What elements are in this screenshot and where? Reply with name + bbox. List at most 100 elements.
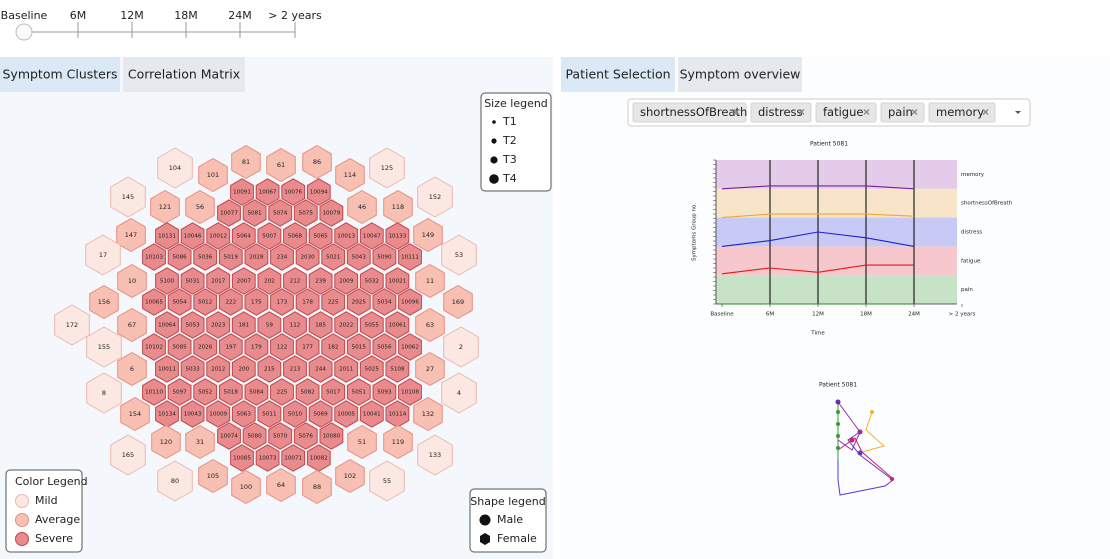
- hex-cell[interactable]: [268, 422, 293, 450]
- hex-cell[interactable]: [319, 422, 344, 450]
- hex-cell[interactable]: [308, 267, 333, 295]
- hex-cell[interactable]: [206, 222, 231, 250]
- hex-cell[interactable]: [385, 311, 410, 339]
- hex-cell[interactable]: [295, 288, 320, 316]
- hex-cell[interactable]: [167, 243, 192, 271]
- hex-cell[interactable]: [266, 468, 296, 502]
- tab-active[interactable]: [0, 57, 120, 92]
- hex-cell[interactable]: [293, 199, 318, 227]
- hex-cell[interactable]: [257, 222, 282, 250]
- hex-cell[interactable]: [257, 355, 282, 383]
- hex-cell[interactable]: [257, 400, 282, 428]
- hex-cell[interactable]: [295, 333, 320, 361]
- hex-cell[interactable]: [359, 222, 384, 250]
- hex-cell[interactable]: [180, 267, 205, 295]
- hex-cell[interactable]: [157, 147, 193, 189]
- hex-cell[interactable]: [231, 222, 256, 250]
- hex-cell[interactable]: [230, 178, 254, 206]
- hex-cell[interactable]: [206, 400, 231, 428]
- hex-cell[interactable]: [319, 199, 344, 227]
- hex-cell[interactable]: [335, 158, 365, 192]
- hex-cell[interactable]: [441, 372, 477, 414]
- hex-cell[interactable]: [346, 378, 371, 406]
- tab[interactable]: [123, 57, 245, 92]
- hex-cell[interactable]: [86, 326, 122, 368]
- hex-cell[interactable]: [180, 311, 205, 339]
- tab-active[interactable]: [561, 57, 675, 92]
- hex-cell[interactable]: [266, 148, 296, 182]
- hex-cell[interactable]: [283, 267, 307, 295]
- hex-cell[interactable]: [398, 288, 422, 316]
- hex-cell[interactable]: [334, 267, 359, 295]
- hex-cell[interactable]: [255, 444, 280, 472]
- hex-cell[interactable]: [231, 400, 256, 428]
- chip-remove[interactable]: [798, 109, 805, 115]
- chip[interactable]: [632, 102, 747, 123]
- chip-remove[interactable]: [863, 109, 870, 115]
- hex-cell[interactable]: [206, 267, 231, 295]
- hex-cell[interactable]: [257, 267, 282, 295]
- hex-cell[interactable]: [270, 333, 294, 361]
- hex-cell[interactable]: [206, 311, 231, 339]
- chip-remove[interactable]: [982, 109, 989, 115]
- hex-cell[interactable]: [120, 397, 150, 431]
- hex-cell[interactable]: [117, 308, 147, 342]
- hex-cell[interactable]: [157, 460, 193, 502]
- hex-cell[interactable]: [443, 326, 479, 368]
- hex-cell[interactable]: [321, 333, 346, 361]
- hex-cell[interactable]: [283, 311, 307, 339]
- hex-cell[interactable]: [334, 222, 359, 250]
- hex-cell[interactable]: [413, 218, 443, 252]
- hex-cell[interactable]: [217, 422, 241, 450]
- hex-cell[interactable]: [54, 304, 90, 346]
- hex-cell[interactable]: [255, 178, 280, 206]
- hex-cell[interactable]: [346, 243, 371, 271]
- hex-cell[interactable]: [308, 311, 333, 339]
- hex-cell[interactable]: [270, 243, 294, 271]
- hex-cell[interactable]: [398, 333, 422, 361]
- hex-cell[interactable]: [142, 333, 166, 361]
- hex-cell[interactable]: [398, 243, 422, 271]
- hex-cell[interactable]: [308, 355, 333, 383]
- hex-cell[interactable]: [244, 378, 269, 406]
- hex-cell[interactable]: [85, 234, 121, 276]
- hex-cell[interactable]: [293, 422, 318, 450]
- hex-cell[interactable]: [334, 311, 359, 339]
- hex-cell[interactable]: [117, 352, 147, 386]
- hex-cell[interactable]: [180, 400, 205, 428]
- hex-cell[interactable]: [415, 352, 445, 386]
- hex-cell[interactable]: [281, 444, 306, 472]
- hex-cell[interactable]: [110, 176, 146, 218]
- hex-cell[interactable]: [270, 378, 294, 406]
- hex-cell[interactable]: [167, 288, 192, 316]
- chip[interactable]: [928, 102, 996, 123]
- hex-cell[interactable]: [346, 288, 371, 316]
- hex-cell[interactable]: [198, 158, 228, 192]
- hex-cell[interactable]: [398, 378, 422, 406]
- hex-cell[interactable]: [321, 243, 346, 271]
- hex-cell[interactable]: [283, 400, 307, 428]
- hex-cell[interactable]: [142, 378, 166, 406]
- hex-cell[interactable]: [372, 333, 397, 361]
- hex-cell[interactable]: [417, 434, 453, 476]
- hex-cell[interactable]: [242, 199, 267, 227]
- hex-cell[interactable]: [359, 400, 384, 428]
- hex-cell[interactable]: [335, 459, 365, 493]
- hex-cell[interactable]: [86, 372, 122, 414]
- timeline[interactable]: Baseline 6M 12M 18M 24M > 2 years: [1, 9, 322, 41]
- hex-cell[interactable]: [347, 190, 377, 224]
- hex-cell[interactable]: [117, 264, 147, 298]
- hex-cell[interactable]: [89, 285, 119, 319]
- hex-cell[interactable]: [142, 243, 166, 271]
- hex-cell[interactable]: [155, 222, 179, 250]
- hex-cell[interactable]: [283, 355, 307, 383]
- hex-cell[interactable]: [334, 355, 359, 383]
- hex-cell[interactable]: [180, 355, 205, 383]
- hex-cell[interactable]: [167, 378, 192, 406]
- dropdown-arrow[interactable]: [1015, 111, 1021, 114]
- hex-cell[interactable]: [185, 190, 215, 224]
- hex-cell[interactable]: [372, 378, 397, 406]
- hex-cell[interactable]: [441, 234, 477, 276]
- hex-cell[interactable]: [218, 288, 243, 316]
- hex-cell[interactable]: [242, 422, 267, 450]
